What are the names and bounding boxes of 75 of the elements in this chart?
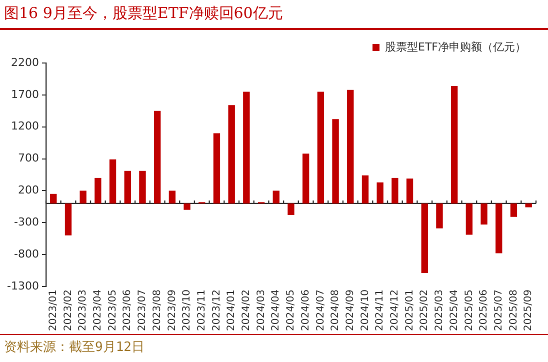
y-tick-label: 1700 — [10, 88, 39, 101]
bar — [109, 159, 116, 204]
x-tick-label: 2025/02 — [419, 289, 430, 332]
x-tick-label: 2025/08 — [508, 289, 520, 332]
bar — [392, 178, 398, 204]
y-tick-label: -300 — [14, 215, 39, 228]
x-tick-label: 2024/07 — [315, 289, 326, 332]
bar — [80, 190, 86, 204]
y-tick-label: -1300 — [6, 279, 39, 292]
bar — [168, 190, 176, 204]
x-tick-label: 2023/12 — [211, 289, 222, 332]
x-tick-label: 2023/04 — [92, 289, 104, 332]
bar — [124, 170, 131, 204]
x-tick-label: 2024/01 — [226, 289, 238, 332]
bar — [64, 203, 72, 236]
bar — [450, 86, 458, 204]
bar — [436, 203, 443, 228]
bar — [317, 92, 324, 204]
bar — [213, 133, 220, 204]
x-tick-label: 2023/10 — [182, 289, 193, 332]
x-tick-label: 2023/03 — [78, 289, 89, 332]
x-tick-label: 2023/02 — [62, 289, 74, 332]
y-tick-label: 200 — [18, 184, 39, 197]
bar — [184, 203, 190, 210]
x-tick-label: 2024/03 — [256, 289, 267, 332]
y-tick-label: 1200 — [10, 120, 39, 133]
bar — [421, 203, 428, 274]
x-tick-label: 2025/05 — [464, 289, 475, 332]
bar — [480, 203, 488, 225]
y-tick-label: 2200 — [10, 56, 39, 69]
x-tick-label: 2025/01 — [404, 289, 416, 332]
x-tick-label: 2023/09 — [166, 289, 178, 332]
x-tick-label: 2023/05 — [107, 289, 118, 332]
x-tick-label: 2025/09 — [523, 289, 534, 332]
bar — [243, 92, 250, 204]
x-tick-label: 2024/02 — [241, 289, 252, 332]
y-tick-label: -800 — [14, 247, 39, 260]
bar — [406, 178, 414, 204]
x-tick-label: 2024/06 — [300, 289, 312, 332]
x-tick-label: 2024/09 — [344, 289, 356, 332]
bar — [376, 182, 384, 204]
x-tick-label: 2024/11 — [374, 289, 386, 332]
chart-title: 图16 9月至今，股票型ETF净赎回60亿元 — [4, 4, 283, 23]
x-tick-label: 2024/08 — [330, 289, 342, 332]
x-tick-label: 2025/07 — [493, 289, 504, 332]
bar — [466, 203, 473, 235]
bar — [50, 194, 57, 204]
x-tick-label: 2023/06 — [122, 289, 134, 332]
x-tick-label: 2025/04 — [448, 289, 460, 332]
bar — [139, 170, 146, 204]
legend-label: 股票型ETF净申购额（亿元） — [385, 40, 526, 54]
x-tick-label: 2024/10 — [360, 289, 371, 332]
x-tick-label: 2023/11 — [196, 289, 208, 332]
bar — [362, 175, 369, 204]
bar — [525, 203, 532, 208]
x-tick-label: 2025/03 — [434, 289, 446, 332]
bar — [288, 203, 294, 215]
x-tick-label: 2023/01 — [48, 289, 59, 332]
bar — [228, 105, 235, 204]
x-tick-label: 2024/05 — [286, 289, 297, 332]
bar — [510, 203, 518, 217]
bar — [347, 90, 354, 204]
bar — [332, 119, 339, 204]
x-tick-label: 2024/04 — [270, 289, 282, 332]
bar — [94, 178, 102, 204]
bar — [272, 190, 280, 204]
bar — [154, 110, 161, 204]
x-tick-label: 2023/07 — [137, 289, 148, 332]
y-tick-label: 700 — [18, 152, 39, 165]
x-tick-label: 2024/12 — [390, 289, 401, 332]
x-tick-label: 2025/06 — [478, 289, 490, 332]
text: 资料来源：截至9月12日 — [4, 339, 144, 356]
bar — [302, 154, 310, 204]
x-tick-label: 2023/08 — [152, 289, 163, 332]
bar — [496, 203, 502, 254]
